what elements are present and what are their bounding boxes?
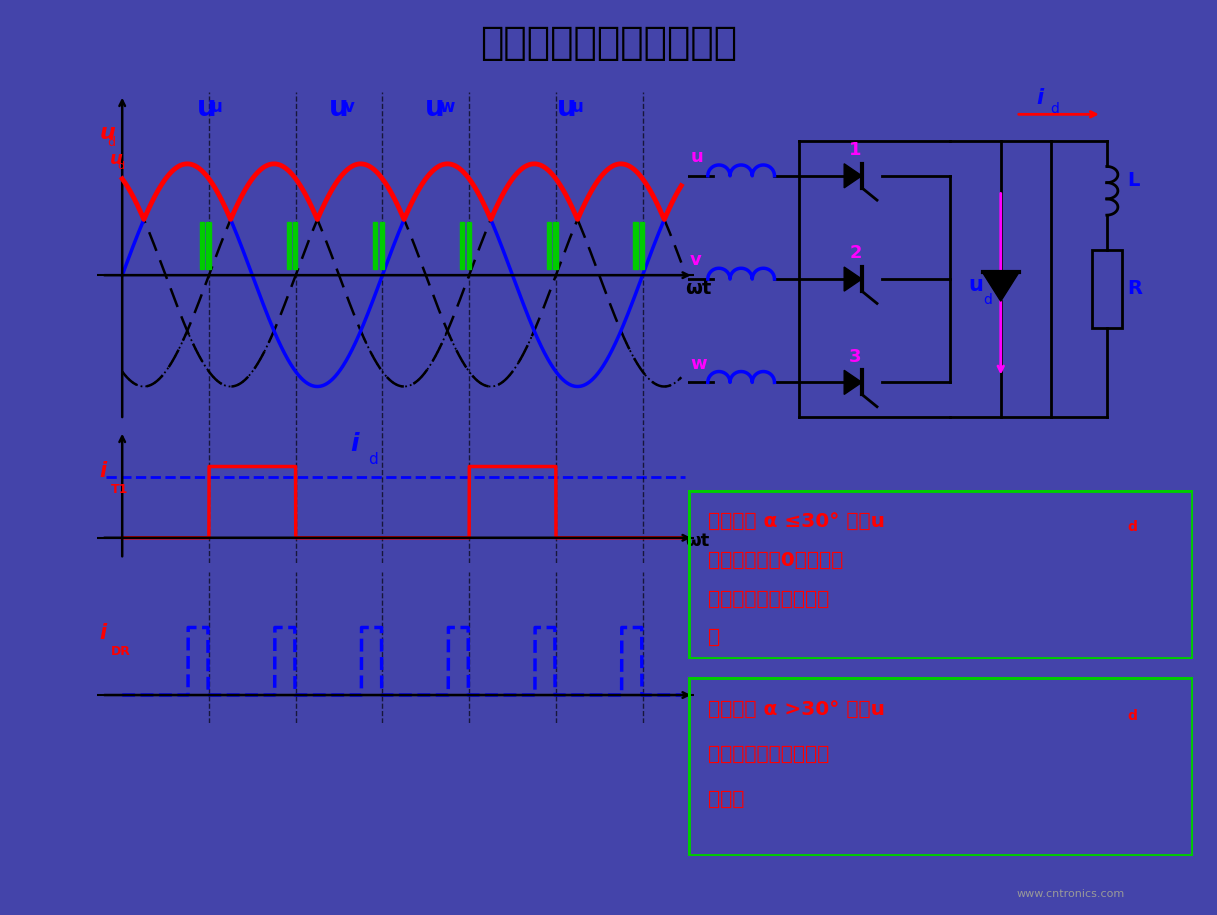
Bar <box>546 221 551 268</box>
Text: 电感性负载加续流二极管: 电感性负载加续流二极管 <box>479 24 738 61</box>
Text: d: d <box>1050 102 1059 116</box>
Text: u: u <box>197 94 217 122</box>
Text: 连续且均大于0，续流二: 连续且均大于0，续流二 <box>708 551 843 569</box>
Bar <box>640 221 644 268</box>
Text: 3: 3 <box>849 348 862 366</box>
Text: d: d <box>1127 709 1137 723</box>
Text: 电阻负载 α ≤30° 时，u: 电阻负载 α ≤30° 时，u <box>708 511 885 531</box>
Bar <box>200 221 204 268</box>
Text: u: u <box>212 98 223 116</box>
Text: 断续，续流二极管起续: 断续，续流二极管起续 <box>708 745 829 764</box>
Bar <box>293 221 297 268</box>
Bar <box>374 221 377 268</box>
Bar <box>207 221 211 268</box>
Text: d: d <box>1127 520 1137 534</box>
Bar <box>460 221 464 268</box>
Text: ωt: ωt <box>685 279 712 298</box>
Bar <box>286 221 291 268</box>
Text: 电阻负载 α >30° 时，u: 电阻负载 α >30° 时，u <box>708 700 885 719</box>
Text: v: v <box>690 252 702 269</box>
Text: d: d <box>117 161 124 171</box>
Text: u: u <box>100 124 116 144</box>
Text: L: L <box>1127 170 1139 189</box>
Text: d: d <box>108 136 116 149</box>
Text: u: u <box>572 98 583 116</box>
Text: u: u <box>110 150 123 167</box>
Text: u: u <box>425 94 444 122</box>
Bar <box>1092 250 1122 328</box>
Text: u: u <box>690 148 703 166</box>
Text: u: u <box>330 94 349 122</box>
Polygon shape <box>982 273 1019 301</box>
Text: www.cntronics.com: www.cntronics.com <box>1017 888 1125 899</box>
Text: i: i <box>350 432 359 456</box>
Bar <box>380 221 385 268</box>
Bar <box>466 221 471 268</box>
Bar <box>634 221 638 268</box>
Text: 2: 2 <box>849 244 862 263</box>
Text: DR: DR <box>111 645 130 658</box>
Polygon shape <box>845 267 862 291</box>
Text: i: i <box>1036 89 1043 109</box>
Text: 极管承受反压而不起作: 极管承受反压而不起作 <box>708 589 829 608</box>
Text: v: v <box>343 98 354 116</box>
Text: ωt: ωt <box>685 533 710 550</box>
Text: i: i <box>100 461 107 481</box>
Text: d: d <box>983 293 992 307</box>
Text: u: u <box>968 275 983 296</box>
Text: d: d <box>369 452 378 468</box>
Text: 1: 1 <box>849 141 862 159</box>
Text: i: i <box>100 623 107 643</box>
Polygon shape <box>845 164 862 188</box>
Text: 用: 用 <box>708 629 720 647</box>
Text: 流作用: 流作用 <box>708 790 744 809</box>
Text: w: w <box>439 98 454 116</box>
Text: u: u <box>557 94 577 122</box>
Bar <box>554 221 557 268</box>
Text: T1: T1 <box>111 483 128 496</box>
Text: R: R <box>1127 279 1142 297</box>
Text: w: w <box>690 355 707 372</box>
Polygon shape <box>845 371 862 394</box>
